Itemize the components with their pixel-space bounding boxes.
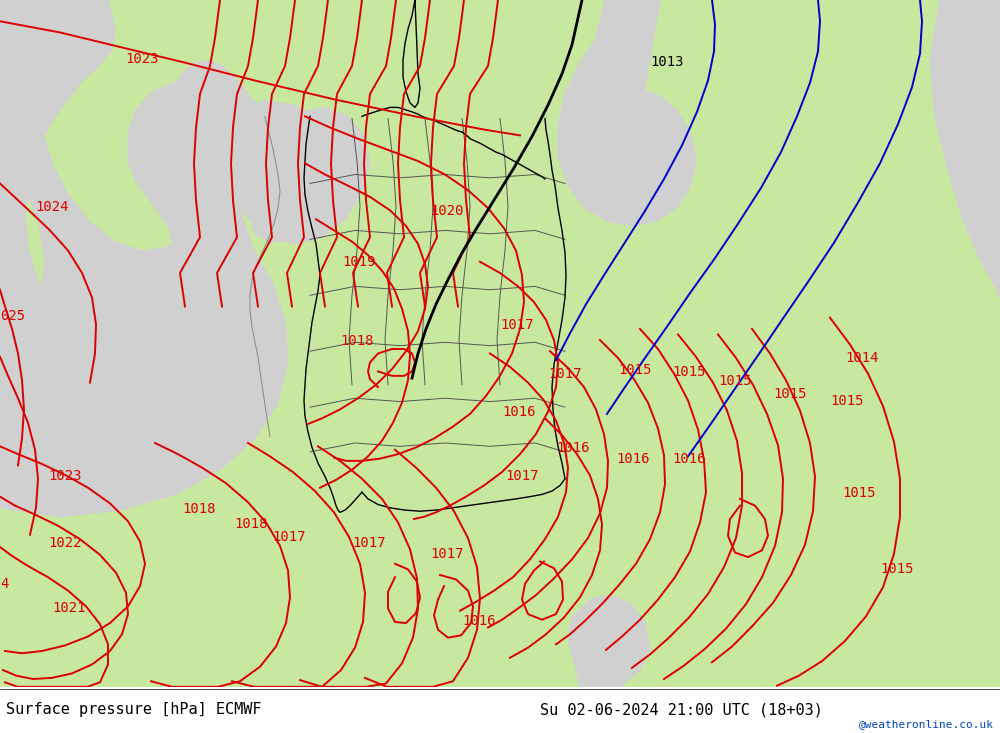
- Text: 1016: 1016: [672, 452, 706, 466]
- Text: 1013: 1013: [650, 55, 684, 69]
- Text: 1017: 1017: [352, 536, 386, 550]
- Text: 1015: 1015: [618, 363, 652, 377]
- Polygon shape: [568, 595, 650, 687]
- Text: 1016: 1016: [502, 405, 536, 419]
- Text: 1015: 1015: [880, 561, 914, 575]
- Text: Surface pressure [hPa] ECMWF: Surface pressure [hPa] ECMWF: [6, 702, 262, 718]
- Text: 1017: 1017: [500, 318, 534, 332]
- Text: 1023: 1023: [48, 469, 82, 483]
- Text: 1016: 1016: [616, 452, 650, 466]
- Polygon shape: [558, 0, 696, 226]
- Text: 025: 025: [0, 309, 25, 323]
- Text: 1015: 1015: [830, 394, 864, 408]
- Text: 1015: 1015: [718, 374, 752, 388]
- Text: 1017: 1017: [430, 547, 464, 561]
- Text: 1024: 1024: [35, 200, 68, 215]
- Text: 1023: 1023: [125, 51, 158, 66]
- Text: 1017: 1017: [505, 469, 538, 483]
- Text: 4: 4: [0, 578, 8, 592]
- Text: 1015: 1015: [842, 486, 876, 500]
- Polygon shape: [0, 0, 345, 463]
- Text: 1022: 1022: [48, 536, 82, 550]
- Text: 1018: 1018: [182, 502, 216, 517]
- Text: 1016: 1016: [556, 441, 590, 455]
- Text: 1016: 1016: [462, 614, 496, 628]
- Polygon shape: [0, 0, 370, 517]
- Text: 1018: 1018: [234, 517, 268, 531]
- Text: 1018: 1018: [340, 334, 374, 347]
- Text: 1017: 1017: [272, 531, 306, 545]
- Text: 1015: 1015: [672, 365, 706, 379]
- Text: 1020: 1020: [430, 204, 464, 218]
- Text: 1021: 1021: [52, 601, 86, 615]
- Text: 1015: 1015: [773, 387, 806, 401]
- Text: 1014: 1014: [845, 351, 879, 366]
- Text: 1017: 1017: [548, 367, 582, 381]
- Polygon shape: [930, 0, 1000, 298]
- Text: @weatheronline.co.uk: @weatheronline.co.uk: [859, 719, 994, 729]
- Text: 1019: 1019: [342, 255, 376, 269]
- Polygon shape: [0, 0, 328, 468]
- Text: Su 02-06-2024 21:00 UTC (18+03): Su 02-06-2024 21:00 UTC (18+03): [540, 702, 823, 718]
